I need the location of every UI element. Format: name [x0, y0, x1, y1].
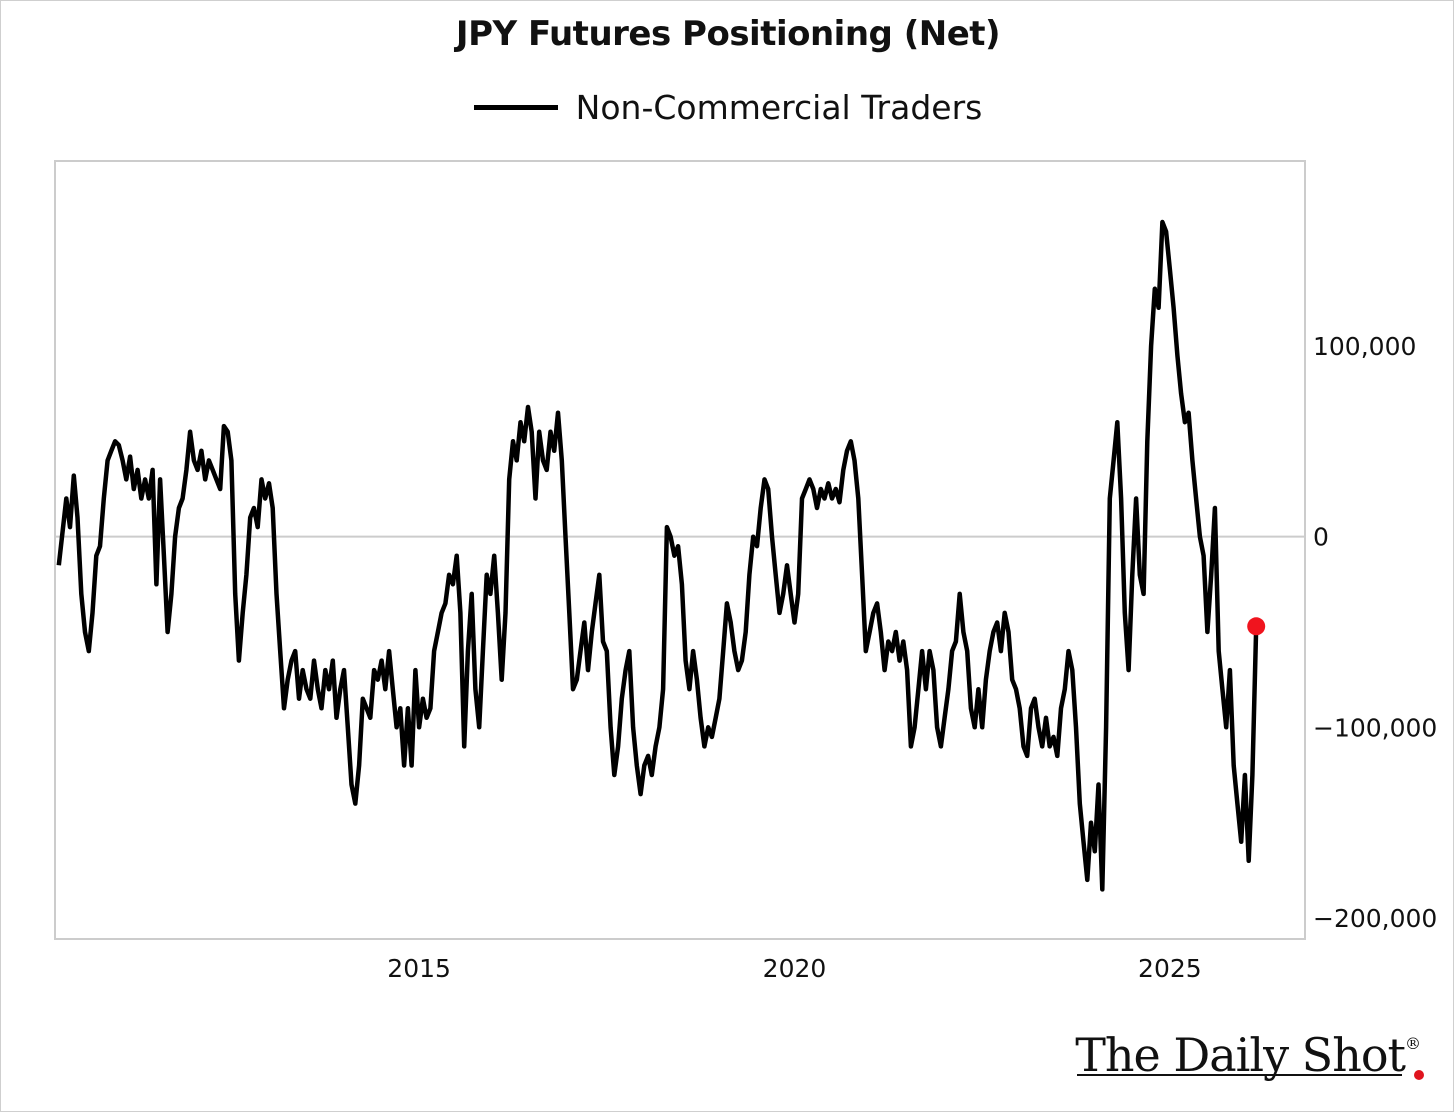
x-axis: 2015 2020 2025 [387, 954, 1201, 983]
legend-label: Non-Commercial Traders [575, 88, 983, 127]
plot-area [54, 160, 1306, 940]
x-tick-label: 2020 [763, 954, 827, 983]
brand-dot [1414, 1070, 1424, 1080]
y-tick-label: −100,000 [1313, 713, 1437, 742]
series-line-0 [56, 219, 1259, 892]
brand-registered-mark: ® [1405, 1034, 1421, 1053]
legend: Non-Commercial Traders [0, 88, 1456, 127]
latest-point [1247, 617, 1266, 636]
x-tick-label: 2025 [1138, 954, 1202, 983]
y-tick-label: −200,000 [1313, 904, 1437, 933]
chart-title: JPY Futures Positioning (Net) [455, 14, 1001, 54]
y-tick-label: 0 [1313, 523, 1329, 552]
legend-swatch [473, 105, 558, 110]
series-group [56, 219, 1266, 892]
y-tick-label: 100,000 [1313, 332, 1416, 361]
y-axis: 100,000 0 −100,000 −200,000 [1313, 332, 1437, 933]
brand-logo: The Daily Shot® [1075, 1028, 1424, 1082]
brand-underline [1077, 1074, 1402, 1076]
x-tick-label: 2015 [387, 954, 451, 983]
brand-name: The Daily Shot [1075, 1028, 1406, 1082]
